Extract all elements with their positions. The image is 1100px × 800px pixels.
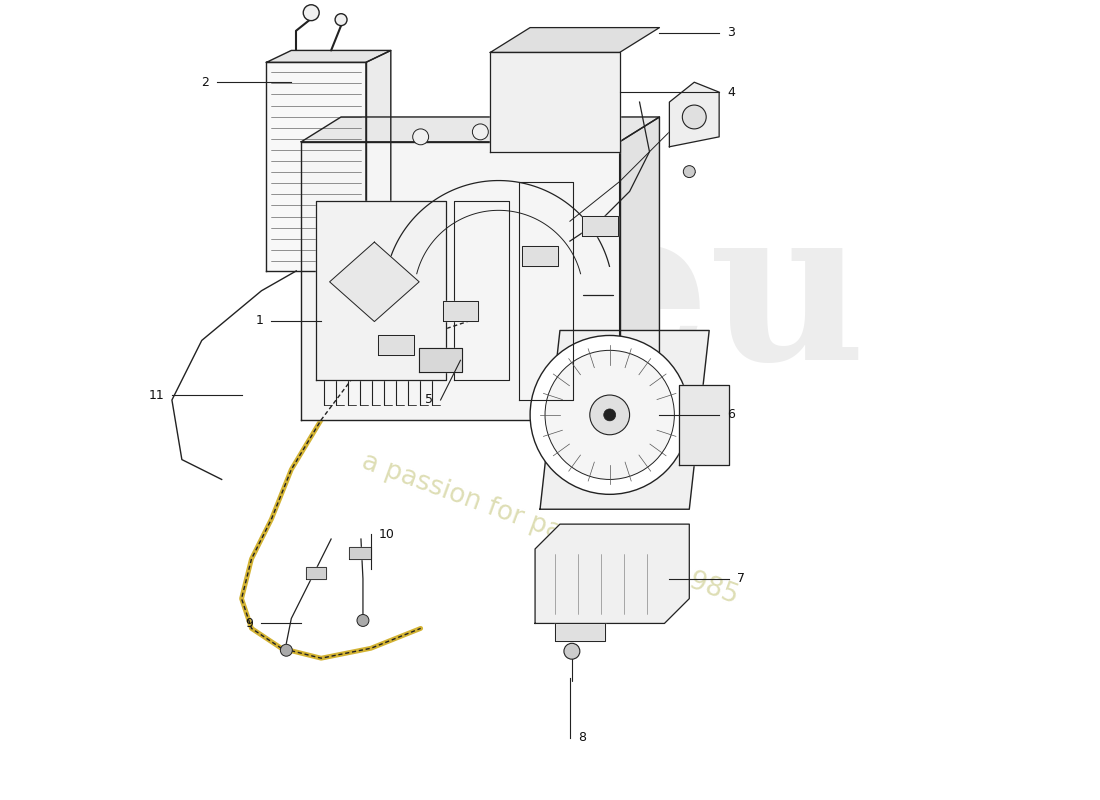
Polygon shape [619,117,659,420]
Circle shape [682,105,706,129]
Circle shape [358,614,368,626]
Text: 1: 1 [255,314,264,327]
Polygon shape [535,524,690,623]
Polygon shape [316,202,446,380]
Circle shape [683,166,695,178]
Text: 8: 8 [578,731,586,744]
Text: 7: 7 [737,572,745,586]
Polygon shape [266,50,390,62]
Polygon shape [306,567,326,578]
Polygon shape [491,28,659,53]
Polygon shape [491,53,619,152]
Polygon shape [556,623,605,642]
Circle shape [590,395,629,434]
Polygon shape [670,82,719,146]
Text: eu: eu [572,196,866,405]
Circle shape [472,124,488,140]
Polygon shape [419,348,462,372]
Circle shape [530,335,690,494]
Polygon shape [680,385,729,465]
Polygon shape [540,330,710,510]
Polygon shape [301,117,659,142]
Circle shape [412,129,429,145]
Polygon shape [330,242,419,322]
Text: 4: 4 [727,86,735,98]
Text: 3: 3 [727,26,735,39]
Text: 11: 11 [148,389,164,402]
Circle shape [336,14,346,26]
Text: 10: 10 [378,527,395,541]
Circle shape [564,643,580,659]
Circle shape [544,350,674,479]
Polygon shape [378,335,414,355]
Text: a passion for parts since 1985: a passion for parts since 1985 [359,449,741,610]
Circle shape [280,644,293,656]
Text: 5: 5 [425,394,432,406]
Polygon shape [442,301,478,321]
Polygon shape [522,246,558,266]
Polygon shape [349,547,371,559]
Polygon shape [366,50,390,271]
Polygon shape [266,62,366,271]
Circle shape [604,409,616,421]
Text: 2: 2 [201,76,209,89]
Text: 6: 6 [727,408,735,422]
Circle shape [304,5,319,21]
Text: 9: 9 [245,617,253,630]
Polygon shape [582,216,618,236]
Polygon shape [301,142,619,420]
